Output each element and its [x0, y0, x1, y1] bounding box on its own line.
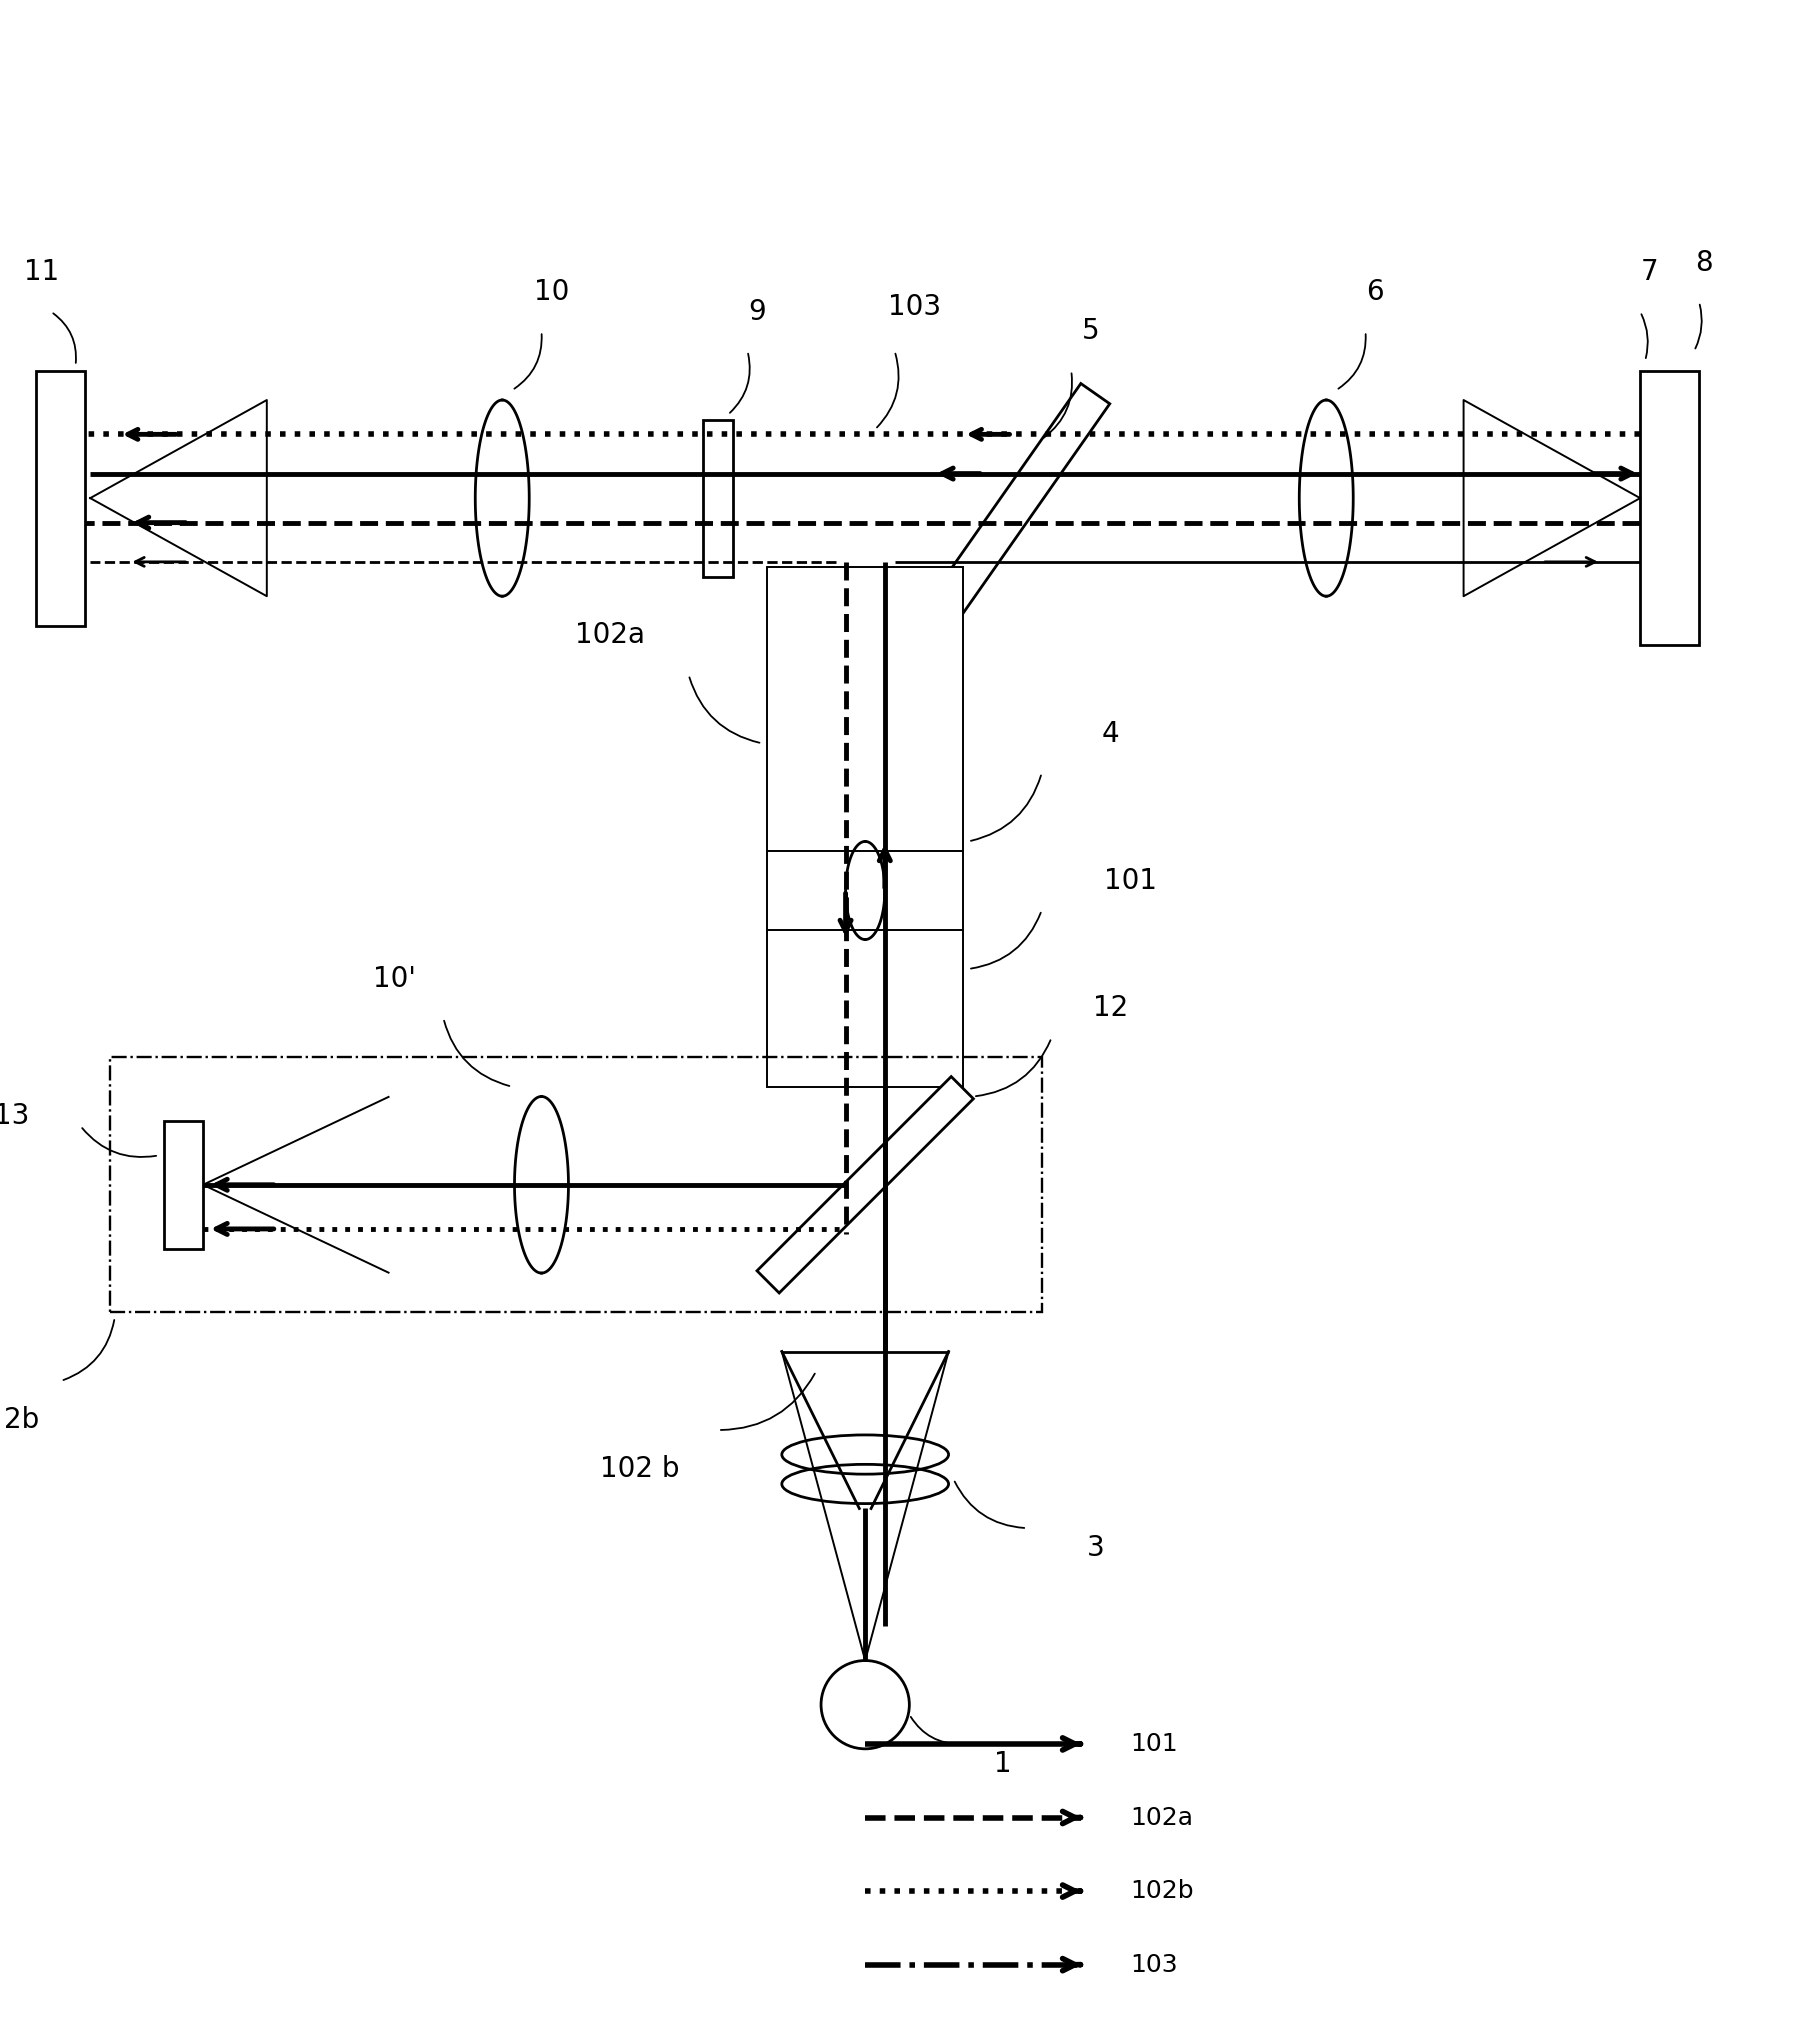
Text: 101: 101: [1103, 866, 1157, 895]
Text: 102b: 102b: [1130, 1879, 1193, 1903]
Polygon shape: [935, 383, 1110, 613]
Text: 1: 1: [994, 1749, 1012, 1777]
Text: 102a: 102a: [576, 622, 646, 650]
Text: 3: 3: [1087, 1535, 1105, 1561]
Bar: [703, 420, 732, 577]
Text: 4: 4: [1102, 719, 1119, 748]
Text: 101: 101: [1130, 1732, 1177, 1757]
Text: 2b: 2b: [4, 1406, 39, 1435]
Text: 7: 7: [1642, 259, 1659, 287]
Text: 13: 13: [0, 1103, 29, 1131]
Text: 12: 12: [1093, 995, 1128, 1023]
Text: 10': 10': [373, 964, 416, 993]
Text: 103: 103: [888, 293, 940, 320]
Text: 103: 103: [1130, 1952, 1177, 1977]
Text: 10: 10: [533, 277, 569, 306]
Polygon shape: [757, 1076, 974, 1292]
Bar: [36, 371, 86, 626]
Text: 102a: 102a: [1130, 1806, 1193, 1830]
Bar: [1640, 371, 1699, 646]
Bar: [109, 1058, 1042, 1312]
Bar: [768, 567, 963, 1086]
Text: 9: 9: [748, 298, 766, 326]
Text: 11: 11: [23, 259, 59, 287]
Text: 102 b: 102 b: [599, 1455, 680, 1484]
Bar: [163, 1121, 203, 1249]
Text: 8: 8: [1695, 249, 1713, 277]
Text: 6: 6: [1367, 277, 1385, 306]
Text: 5: 5: [1082, 318, 1100, 344]
